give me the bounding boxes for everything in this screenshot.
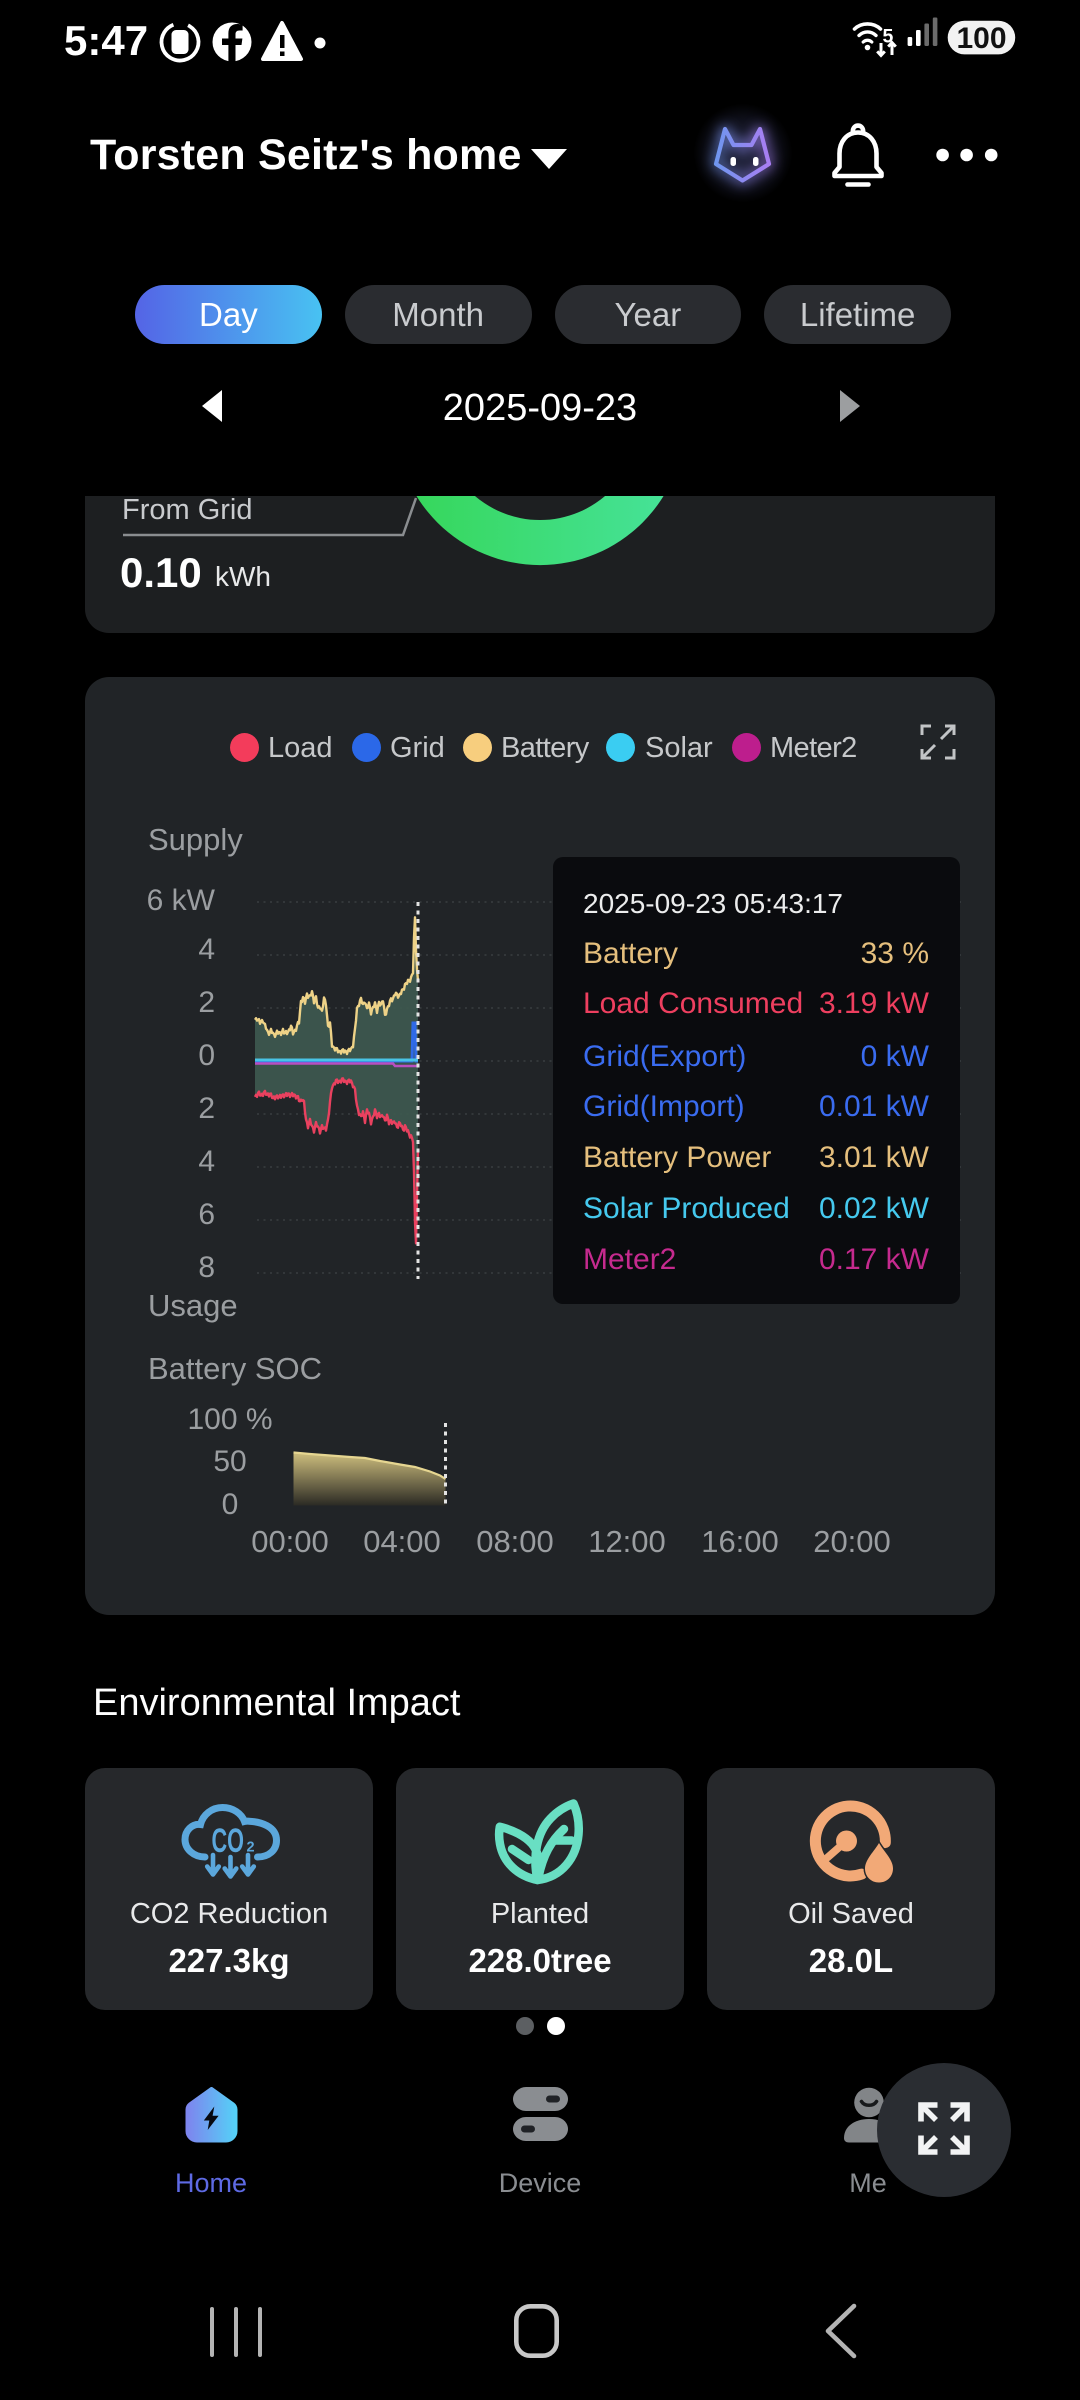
svg-text:2: 2	[247, 1840, 255, 1856]
svg-text:0.10: 0.10	[120, 549, 202, 596]
svg-text:kWh: kWh	[215, 561, 271, 592]
svg-text:100: 100	[956, 22, 1006, 55]
svg-text:5: 5	[883, 26, 894, 48]
svg-text:CO: CO	[212, 1822, 245, 1860]
svg-text:From Grid: From Grid	[122, 496, 253, 526]
